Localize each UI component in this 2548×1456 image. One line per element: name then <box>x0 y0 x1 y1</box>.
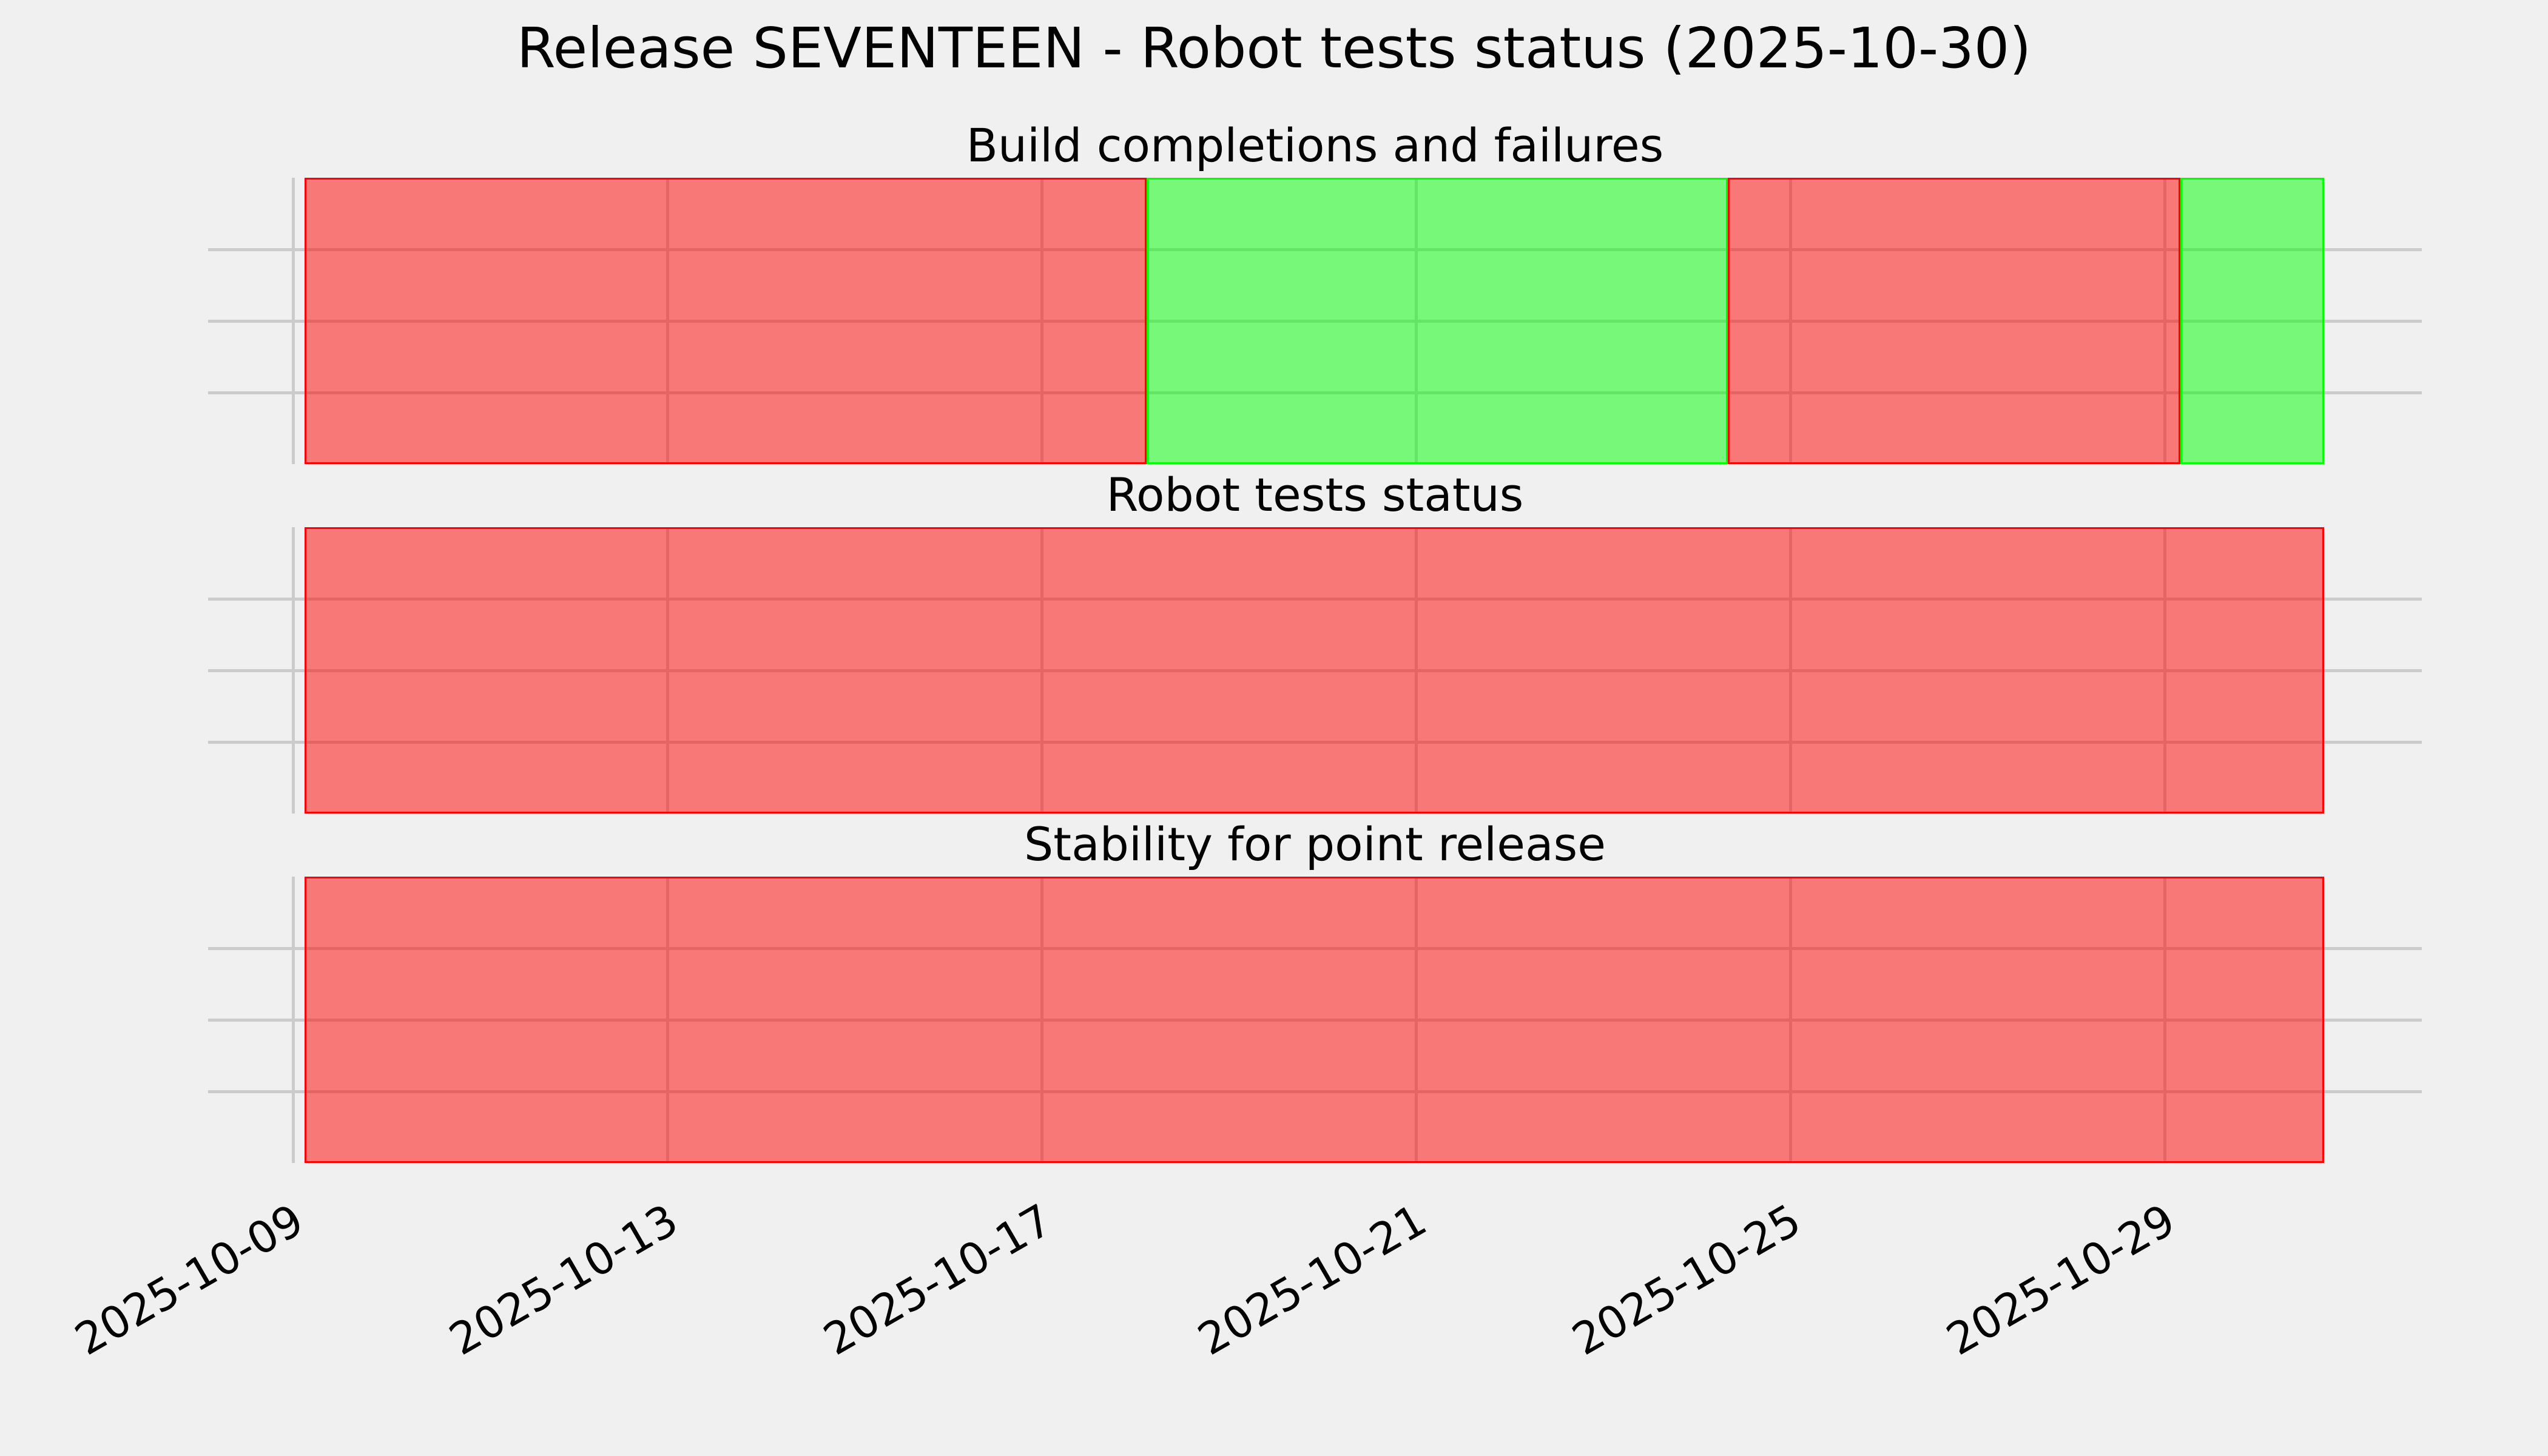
status-segment-success <box>2180 178 2325 464</box>
x-tick-label: 2025-10-21 <box>1189 1194 1435 1366</box>
x-gridline <box>292 527 295 814</box>
subplot-title-stability: Stability for point release <box>1024 817 1606 871</box>
x-tick-label: 2025-10-25 <box>1563 1194 1809 1366</box>
x-tick-label: 2025-10-29 <box>1938 1194 2183 1366</box>
status-segment-failure <box>305 877 2325 1163</box>
chart-main-title: Release SEVENTEEN - Robot tests status (… <box>516 16 2032 81</box>
subplot-title-robot-tests: Robot tests status <box>1106 468 1524 522</box>
status-segment-success <box>1147 178 1728 464</box>
status-segment-failure <box>305 527 2325 814</box>
axes-stability <box>208 877 2422 1163</box>
x-gridline <box>292 178 295 464</box>
axes-robot-tests <box>208 527 2422 814</box>
status-segment-failure <box>1728 178 2180 464</box>
status-segment-failure <box>305 178 1147 464</box>
axes-build-completions <box>208 178 2422 464</box>
x-tick-label: 2025-10-09 <box>66 1194 312 1366</box>
x-gridline <box>292 877 295 1163</box>
x-tick-label: 2025-10-17 <box>815 1194 1060 1366</box>
subplot-title-build-completions: Build completions and failures <box>966 118 1664 172</box>
x-tick-label: 2025-10-13 <box>440 1194 686 1366</box>
